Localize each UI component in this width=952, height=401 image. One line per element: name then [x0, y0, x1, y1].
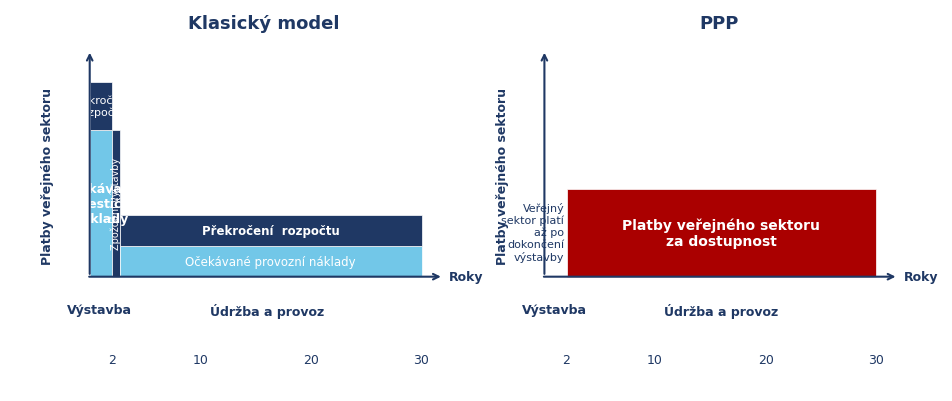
Bar [89, 83, 111, 131]
Text: Platby veřejného sektoru: Platby veřejného sektoru [495, 87, 508, 264]
Text: Údržba a provoz: Údržba a provoz [209, 304, 324, 318]
Bar [111, 131, 119, 277]
Text: Výstavba: Výstavba [522, 304, 586, 316]
Bar [565, 189, 875, 277]
Bar [119, 216, 421, 246]
Text: Veřejný
sektor platí
až po
dokončení
výstavby: Veřejný sektor platí až po dokončení výs… [501, 203, 564, 262]
Text: Očekávané provozní náklady: Očekávané provozní náklady [185, 255, 355, 268]
Text: Roky: Roky [902, 271, 938, 284]
Title: PPP: PPP [698, 15, 738, 33]
Text: Roky: Roky [448, 271, 484, 284]
Text: Platby veřejného sektoru
za dostupnost: Platby veřejného sektoru za dostupnost [622, 218, 820, 248]
Text: Překročení
rozpočtu: Překročení rozpočtu [71, 95, 129, 118]
Text: Údržba a provoz: Údržba a provoz [664, 304, 778, 318]
Bar [119, 246, 421, 277]
Text: Očekávané
investiční
náklady: Očekávané investiční náklady [62, 182, 139, 225]
Title: Klasický model: Klasický model [188, 15, 339, 33]
Text: Překročení  rozpočtu: Překročení rozpočtu [202, 225, 339, 237]
Text: Výstavba: Výstavba [67, 304, 132, 316]
Text: Platby veřejného sektoru: Platby veřejného sektoru [41, 87, 54, 264]
Text: Zpoždění výstavby: Zpoždění výstavby [110, 158, 121, 250]
Bar [89, 131, 111, 277]
